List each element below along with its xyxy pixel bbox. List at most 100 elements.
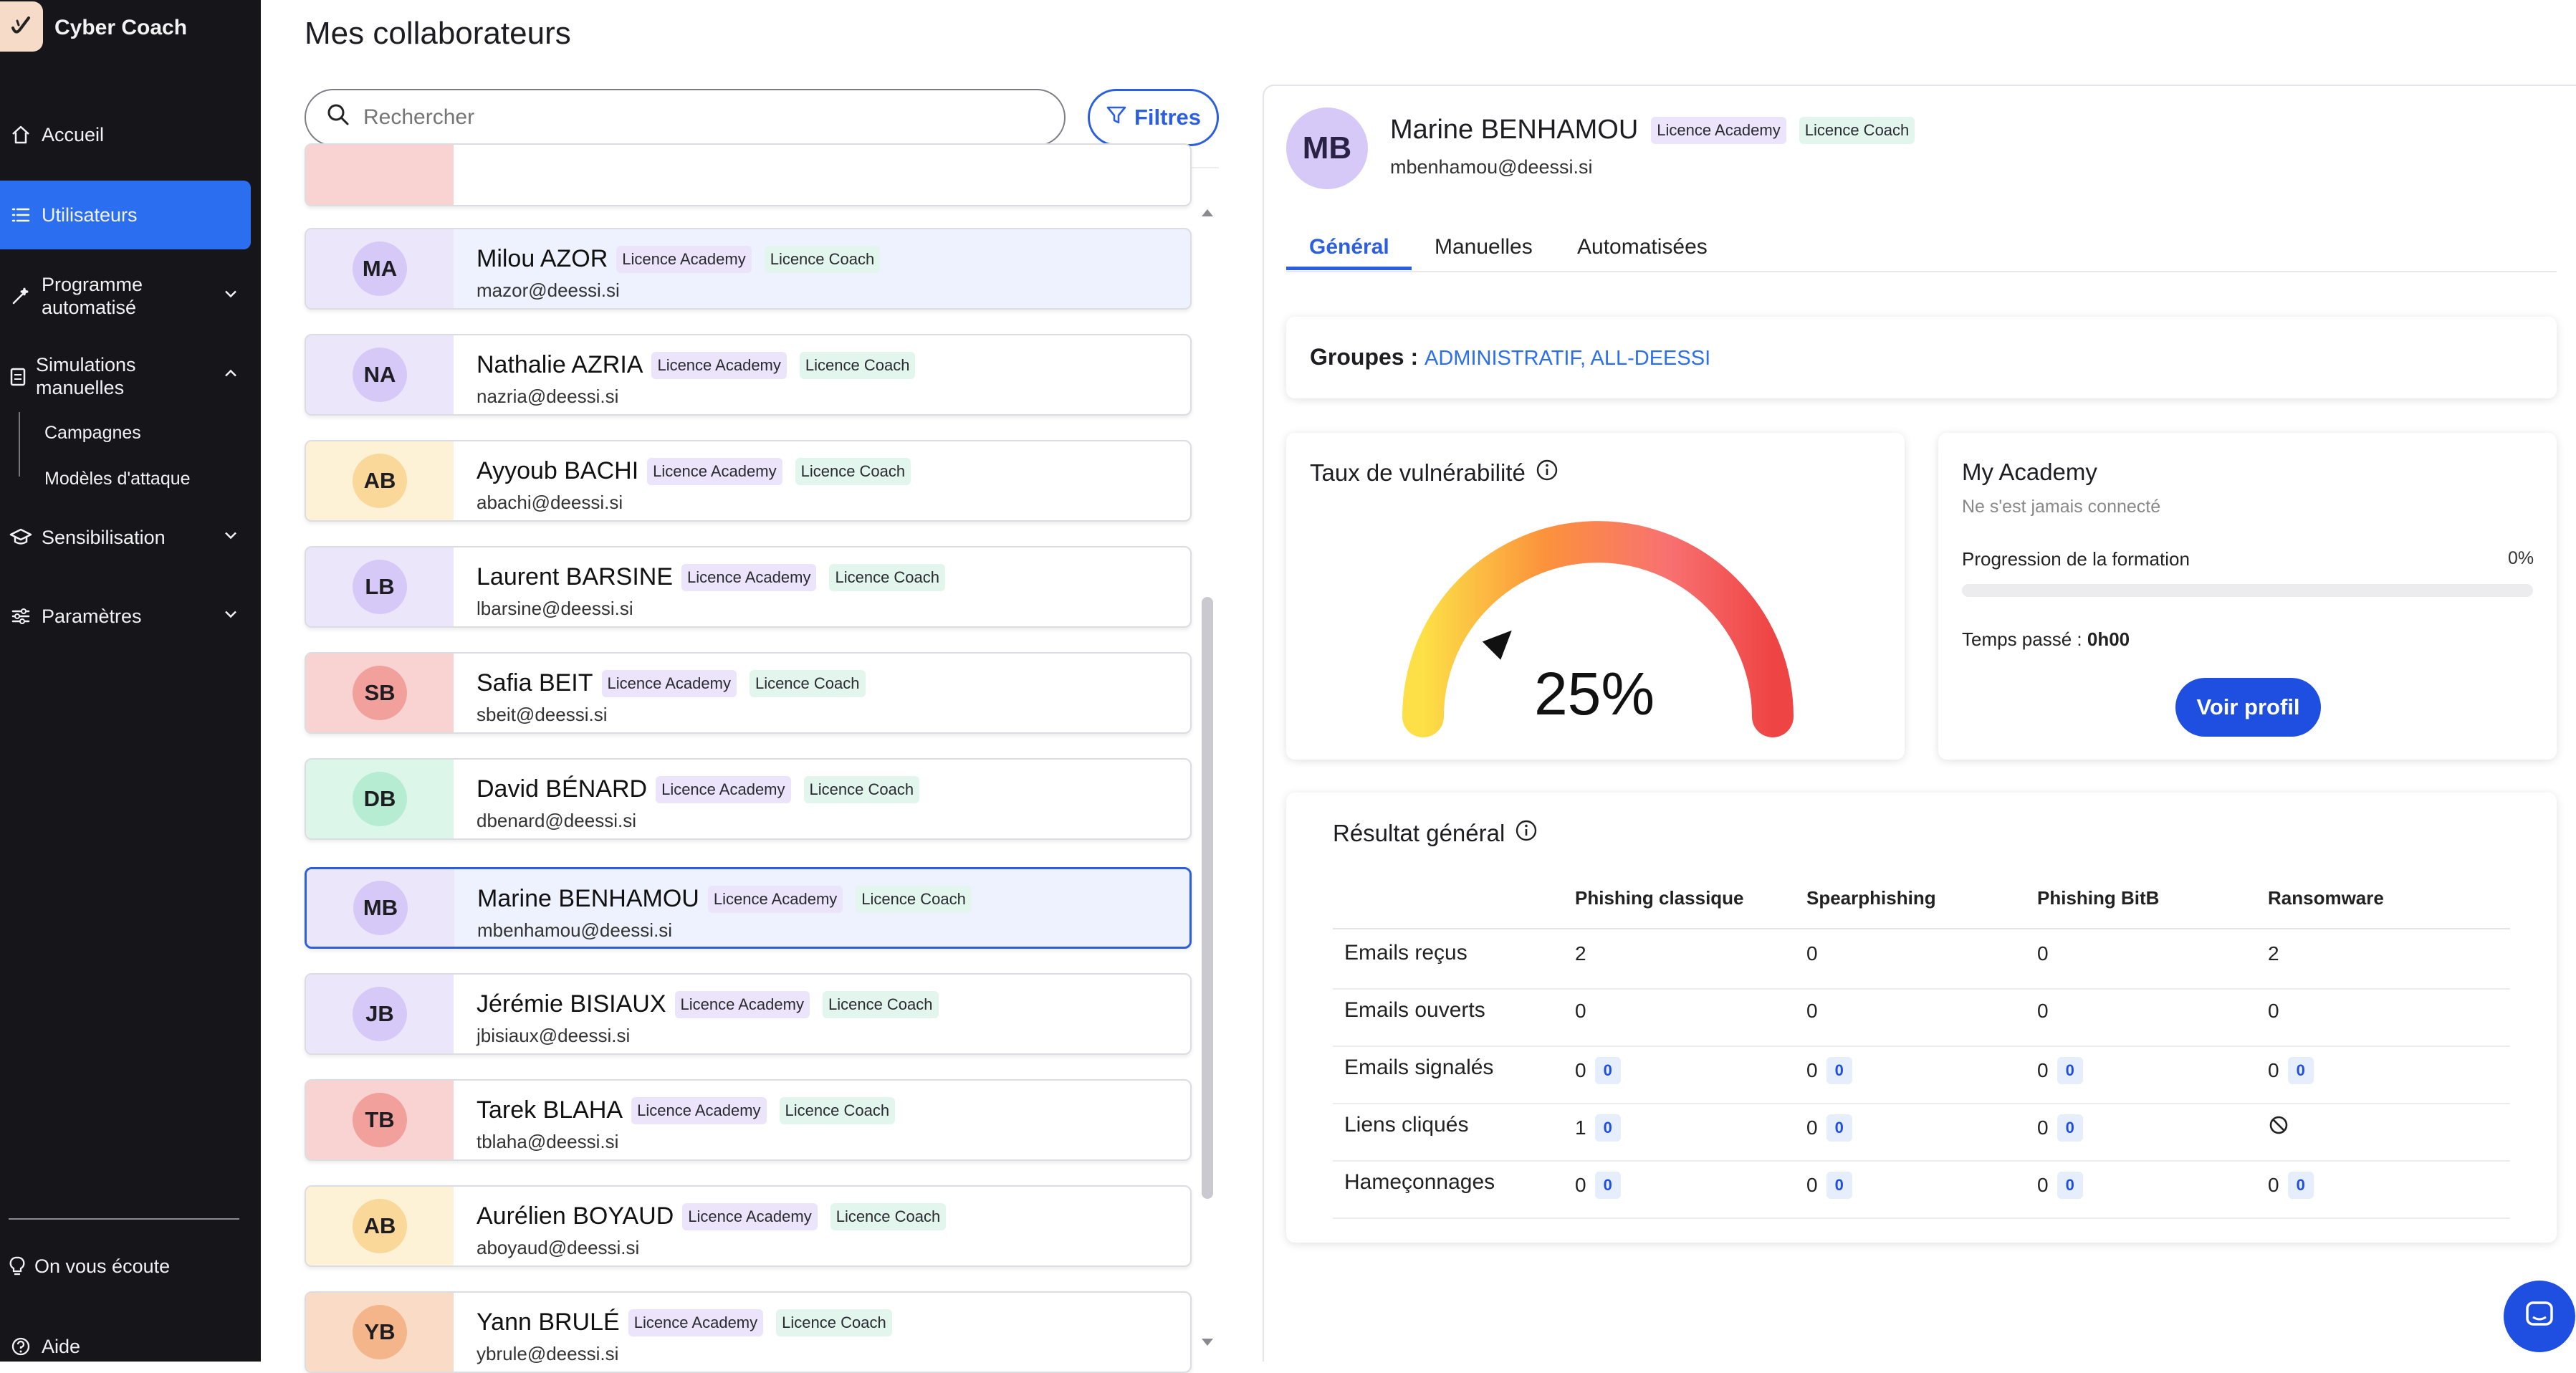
sidebar-item-programme-automatise[interactable]: Programme automatisé — [0, 271, 251, 321]
tab-automatisees[interactable]: Automatisées — [1577, 235, 1708, 259]
sidebar-item-label: Simulations manuelles — [36, 354, 136, 398]
list-scrollbar[interactable] — [1197, 201, 1218, 1362]
home-icon — [0, 124, 42, 145]
cell-value: 1 — [1575, 1116, 1586, 1139]
avatar: MA — [353, 241, 407, 296]
sidebar-item-parametres[interactable]: Paramètres — [0, 599, 251, 633]
badge-licence-coach: Licence Coach — [776, 1309, 892, 1336]
user-email: sbeit@deessi.si — [477, 704, 608, 725]
report-count-chip: 0 — [2287, 1057, 2314, 1084]
user-card[interactable]: YB Yann BRULÉ Licence Academy Licence Coac… — [305, 1291, 1192, 1373]
user-card[interactable]: SB Safia BEIT Licence Academy Licence Coac… — [305, 652, 1192, 734]
avatar: SB — [353, 666, 407, 720]
sliders-icon — [0, 606, 42, 627]
sidebar-item-label: On vous écoute — [34, 1255, 171, 1277]
search-box[interactable] — [305, 89, 1066, 146]
vulnerability-gauge — [1402, 521, 1794, 737]
user-name-row: Milou AZOR Licence Academy Licence Coach — [477, 245, 893, 273]
avatar: AB — [353, 1199, 407, 1253]
sidebar-subitem-campagnes[interactable]: Campagnes — [44, 423, 141, 443]
report-count-chip: 0 — [2057, 1114, 2083, 1142]
avatar-zone: MB — [307, 869, 454, 947]
progress-label: Progression de la formation — [1962, 548, 2190, 570]
user-name: Aurélien BOYAUD — [477, 1202, 674, 1230]
user-card[interactable]: MA Milou AZOR Licence Academy Licence Coac… — [305, 228, 1192, 310]
user-card[interactable]: TB Tarek BLAHA Licence Academy Licence Coa… — [305, 1079, 1192, 1161]
scroll-down-icon[interactable] — [1197, 1333, 1218, 1354]
row-label: Emails signalés — [1344, 1056, 1494, 1079]
sidebar-item-sensibilisation[interactable]: Sensibilisation — [0, 520, 251, 555]
chat-button[interactable] — [2504, 1281, 2575, 1352]
table-cell: 0 — [2268, 1000, 2279, 1023]
sidebar-item-on-vous-ecoute[interactable]: On vous écoute — [0, 1249, 251, 1283]
sidebar-subitem-modeles-attaque[interactable]: Modèles d'attaque — [44, 469, 191, 489]
badge-licence-academy: Licence Academy — [631, 1096, 767, 1124]
user-name: Laurent BARSINE — [477, 563, 674, 590]
user-email: dbenard@deessi.si — [477, 810, 636, 831]
user-email: lbarsine@deessi.si — [477, 598, 633, 619]
badge-licence-academy: Licence Academy — [707, 885, 843, 913]
sidebar-item-aide[interactable]: Aide — [0, 1329, 251, 1364]
sidebar-item-simulations-manuelles[interactable]: Simulations manuelles — [0, 351, 251, 401]
app-logo[interactable]: Cyber Coach — [0, 0, 261, 57]
report-count-chip: 0 — [1594, 1057, 1621, 1084]
sidebar: Cyber Coach Accueil Utilisateurs Program… — [0, 0, 261, 1362]
user-email: ybrule@deessi.si — [477, 1343, 619, 1364]
user-email: jbisiaux@deessi.si — [477, 1025, 631, 1046]
cell-value: 0 — [2037, 1116, 2049, 1139]
app-name: Cyber Coach — [54, 16, 188, 39]
user-card[interactable]: LB Laurent BARSINE Licence Academy Licence… — [305, 546, 1192, 628]
user-card[interactable]: AB Ayyoub BACHI Licence Academy Licence Co… — [305, 440, 1192, 522]
cell-value: 0 — [1806, 1174, 1818, 1196]
badge-licence-coach: Licence Coach — [749, 669, 866, 697]
cell-value: 0 — [1575, 1059, 1586, 1081]
vulnerability-title-row: Taux de vulnérabilité — [1310, 459, 1558, 487]
info-icon[interactable] — [1536, 459, 1558, 487]
row-label: Emails ouverts — [1344, 998, 1485, 1022]
cell-value: 0 — [1575, 1000, 1586, 1022]
table-cell — [2268, 1114, 2289, 1141]
filters-button[interactable]: Filtres — [1088, 89, 1219, 146]
groups-value[interactable]: ADMINISTRATIF, ALL-DEESSI — [1425, 347, 1711, 370]
sidebar-item-accueil[interactable]: Accueil — [0, 118, 251, 152]
user-card[interactable]: JB Jérémie BISIAUX Licence Academy Licence… — [305, 973, 1192, 1055]
groups-row: Groupes : ADMINISTRATIF, ALL-DEESSI — [1310, 344, 1710, 370]
table-cell: 0 — [1806, 1000, 1818, 1023]
tab-general[interactable]: Général — [1309, 235, 1389, 259]
user-name: Milou AZOR — [477, 245, 608, 272]
cell-value: 0 — [2037, 942, 2049, 965]
user-card[interactable]: DB David BÉNARD Licence Academy Licence Co… — [305, 758, 1192, 840]
scroll-up-icon[interactable] — [1197, 201, 1218, 222]
user-email: mbenhamou@deessi.si — [477, 919, 673, 941]
badge-licence-coach: Licence Coach — [799, 351, 916, 379]
logo-icon — [0, 1, 43, 52]
table-cell: 2 — [2268, 942, 2279, 965]
groups-card — [1286, 317, 2557, 398]
page-title: Mes collaborateurs — [305, 16, 571, 51]
user-card-selected[interactable]: MB Marine BENHAMOU Licence Academy Licence… — [305, 867, 1192, 949]
badge-licence-coach: Licence Coach — [1799, 116, 1915, 144]
badge-licence-coach: Licence Coach — [830, 1202, 947, 1230]
cell-value: 0 — [2268, 1000, 2279, 1022]
user-card-partial[interactable] — [305, 143, 1192, 206]
user-card[interactable]: AB Aurélien BOYAUD Licence Academy Licence… — [305, 1185, 1192, 1267]
user-name-row: David BÉNARD Licence Academy Licence Coach — [477, 775, 932, 803]
info-icon[interactable] — [1515, 819, 1538, 848]
user-card[interactable]: NA Nathalie AZRIA Licence Academy Licence … — [305, 334, 1192, 416]
submenu-line — [19, 412, 20, 477]
sidebar-item-label: Paramètres — [42, 605, 142, 627]
user-email: mazor@deessi.si — [477, 279, 620, 301]
sidebar-item-utilisateurs[interactable]: Utilisateurs — [0, 181, 251, 249]
avatar: NA — [353, 348, 407, 402]
user-name-row: Yann BRULÉ Licence Academy Licence Coach — [477, 1309, 905, 1336]
scrollbar-thumb[interactable] — [1202, 597, 1213, 1199]
tab-manuelles[interactable]: Manuelles — [1435, 235, 1533, 259]
search-input[interactable] — [363, 105, 1008, 130]
report-count-chip: 0 — [1594, 1114, 1621, 1142]
badge-licence-coach: Licence Coach — [829, 563, 946, 591]
badge-licence-coach: Licence Coach — [856, 885, 972, 913]
chevron-up-icon — [222, 365, 239, 388]
avatar-zone: NA — [306, 335, 454, 414]
voir-profil-button[interactable]: Voir profil — [2175, 678, 2321, 737]
